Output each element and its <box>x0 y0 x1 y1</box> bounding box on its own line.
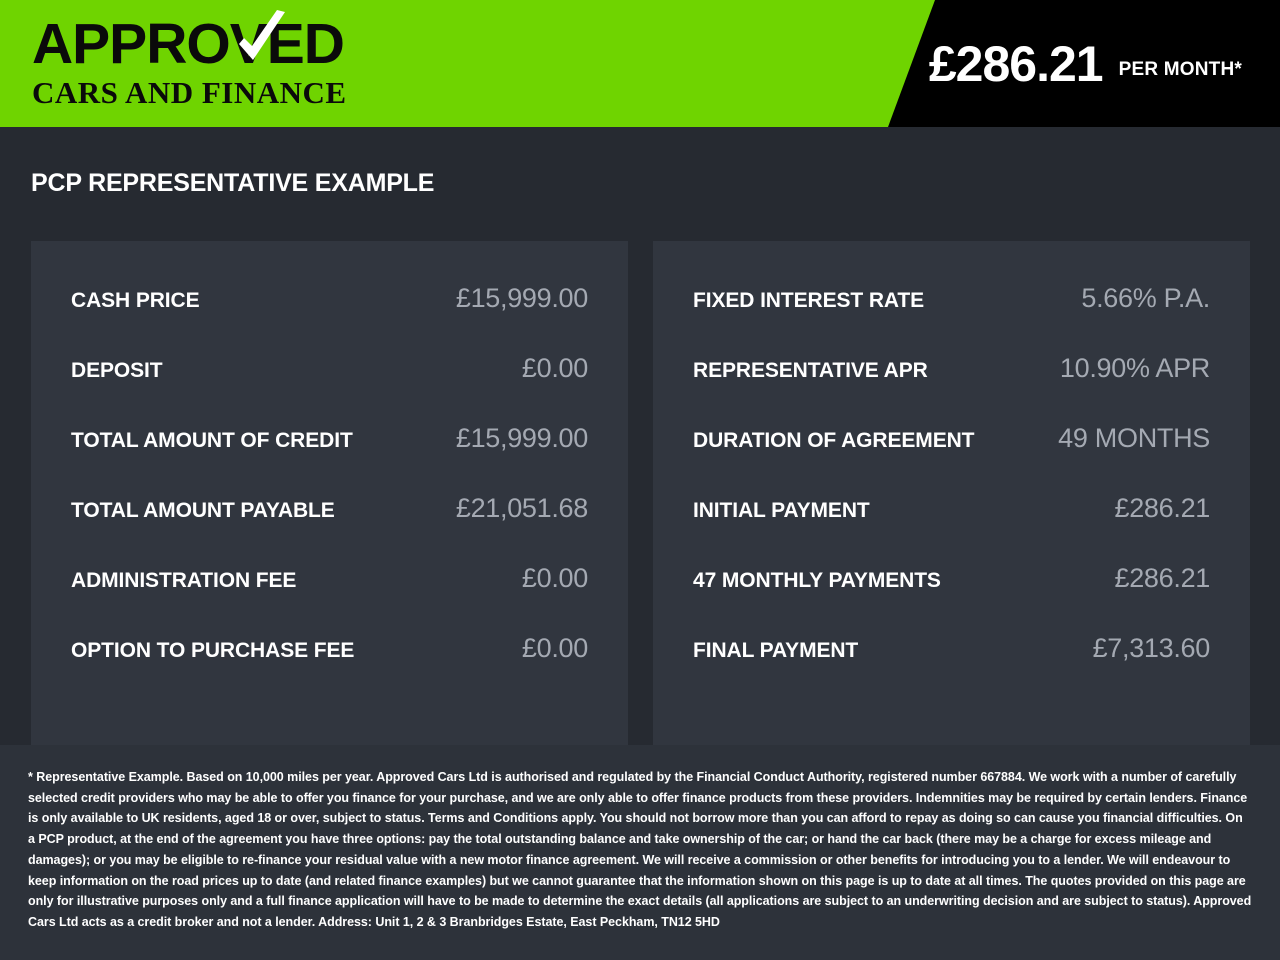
table-row: CASH PRICE £15,999.00 <box>71 283 588 353</box>
row-value: £15,999.00 <box>455 423 588 453</box>
header-green-banner <box>0 0 935 127</box>
row-value: £7,313.60 <box>1092 633 1211 663</box>
row-label: DURATION OF AGREEMENT <box>693 429 975 452</box>
table-row: INITIAL PAYMENT £286.21 <box>693 493 1210 563</box>
row-value: £15,999.00 <box>455 283 588 313</box>
row-value: £286.21 <box>1114 563 1211 593</box>
row-value: 5.66% P.A. <box>1081 283 1210 313</box>
logo-sub-text: CARS AND FINANCE <box>32 75 347 110</box>
row-label: 47 MONTHLY PAYMENTS <box>693 569 941 592</box>
main-content: PCP REPRESENTATIVE EXAMPLE CASH PRICE £1… <box>0 127 1280 745</box>
table-row: FINAL PAYMENT £7,313.60 <box>693 633 1210 703</box>
row-label: OPTION TO PURCHASE FEE <box>71 639 355 662</box>
row-label: TOTAL AMOUNT OF CREDIT <box>71 429 353 452</box>
row-value: £0.00 <box>521 353 588 383</box>
table-row: TOTAL AMOUNT OF CREDIT £15,999.00 <box>71 423 588 493</box>
row-label: ADMINISTRATION FEE <box>71 569 297 592</box>
monthly-price-block: £286.21 PER MONTH* <box>929 0 1242 127</box>
left-finance-panel: CASH PRICE £15,999.00 DEPOSIT £0.00 TOTA… <box>31 241 628 745</box>
row-label: REPRESENTATIVE APR <box>693 359 928 382</box>
row-label: FINAL PAYMENT <box>693 639 859 662</box>
logo-main-text: APPROVED <box>32 12 345 76</box>
disclaimer-text: * Representative Example. Based on 10,00… <box>28 770 1252 929</box>
table-row: TOTAL AMOUNT PAYABLE £21,051.68 <box>71 493 588 563</box>
table-row: ADMINISTRATION FEE £0.00 <box>71 563 588 633</box>
page-header: APPROVED CARS AND FINANCE £286.21 PER MO… <box>0 0 1280 127</box>
finance-panels: CASH PRICE £15,999.00 DEPOSIT £0.00 TOTA… <box>31 241 1251 745</box>
table-row: OPTION TO PURCHASE FEE £0.00 <box>71 633 588 703</box>
table-row: DURATION OF AGREEMENT 49 MONTHS <box>693 423 1210 493</box>
table-row: REPRESENTATIVE APR 10.90% APR <box>693 353 1210 423</box>
logo-wordmark: APPROVED <box>32 10 362 76</box>
row-label: INITIAL PAYMENT <box>693 499 870 522</box>
price-amount: £286.21 <box>928 35 1104 92</box>
page-title: PCP REPRESENTATIVE EXAMPLE <box>31 169 435 197</box>
table-row: FIXED INTEREST RATE 5.66% P.A. <box>693 283 1210 353</box>
row-value: 10.90% APR <box>1059 353 1210 383</box>
row-label: DEPOSIT <box>71 359 163 382</box>
row-label: CASH PRICE <box>71 289 200 312</box>
table-row: 47 MONTHLY PAYMENTS £286.21 <box>693 563 1210 633</box>
row-value: £286.21 <box>1114 493 1211 523</box>
row-label: TOTAL AMOUNT PAYABLE <box>71 499 335 522</box>
price-period-label: PER MONTH* <box>1118 59 1242 80</box>
company-logo[interactable]: APPROVED CARS AND FINANCE <box>32 10 362 114</box>
row-value: £0.00 <box>521 563 588 593</box>
table-row: DEPOSIT £0.00 <box>71 353 588 423</box>
row-value: 49 MONTHS <box>1058 423 1210 453</box>
row-value: £21,051.68 <box>455 493 588 523</box>
row-value: £0.00 <box>521 633 588 663</box>
row-label: FIXED INTEREST RATE <box>693 289 925 312</box>
disclaimer-section: * Representative Example. Based on 10,00… <box>0 745 1280 960</box>
right-finance-panel: FIXED INTEREST RATE 5.66% P.A. REPRESENT… <box>653 241 1250 745</box>
